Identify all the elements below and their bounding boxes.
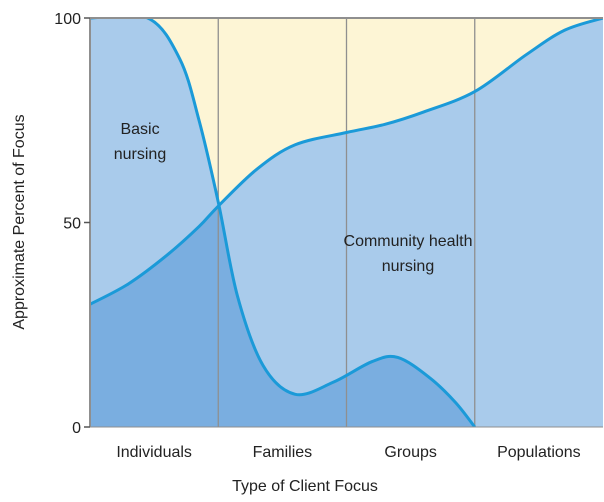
- y-tick-label: 100: [54, 11, 81, 28]
- plot-area: [90, 18, 603, 427]
- series-line: [90, 18, 476, 427]
- series-line: [90, 18, 603, 306]
- x-axis-title: Type of Client Focus: [232, 478, 378, 495]
- series-label: Community health nursing: [343, 233, 473, 275]
- x-tick-label: Families: [253, 444, 313, 461]
- y-tick-label: 0: [72, 420, 81, 437]
- y-tick-label: 50: [63, 216, 81, 233]
- y-axis-title: Approximate Percent of Focus: [11, 114, 28, 329]
- x-tick-label: Individuals: [116, 444, 192, 461]
- x-tick-label: Populations: [497, 444, 581, 461]
- series-label: Basic nursing: [113, 121, 167, 163]
- x-tick-label: Groups: [384, 444, 436, 461]
